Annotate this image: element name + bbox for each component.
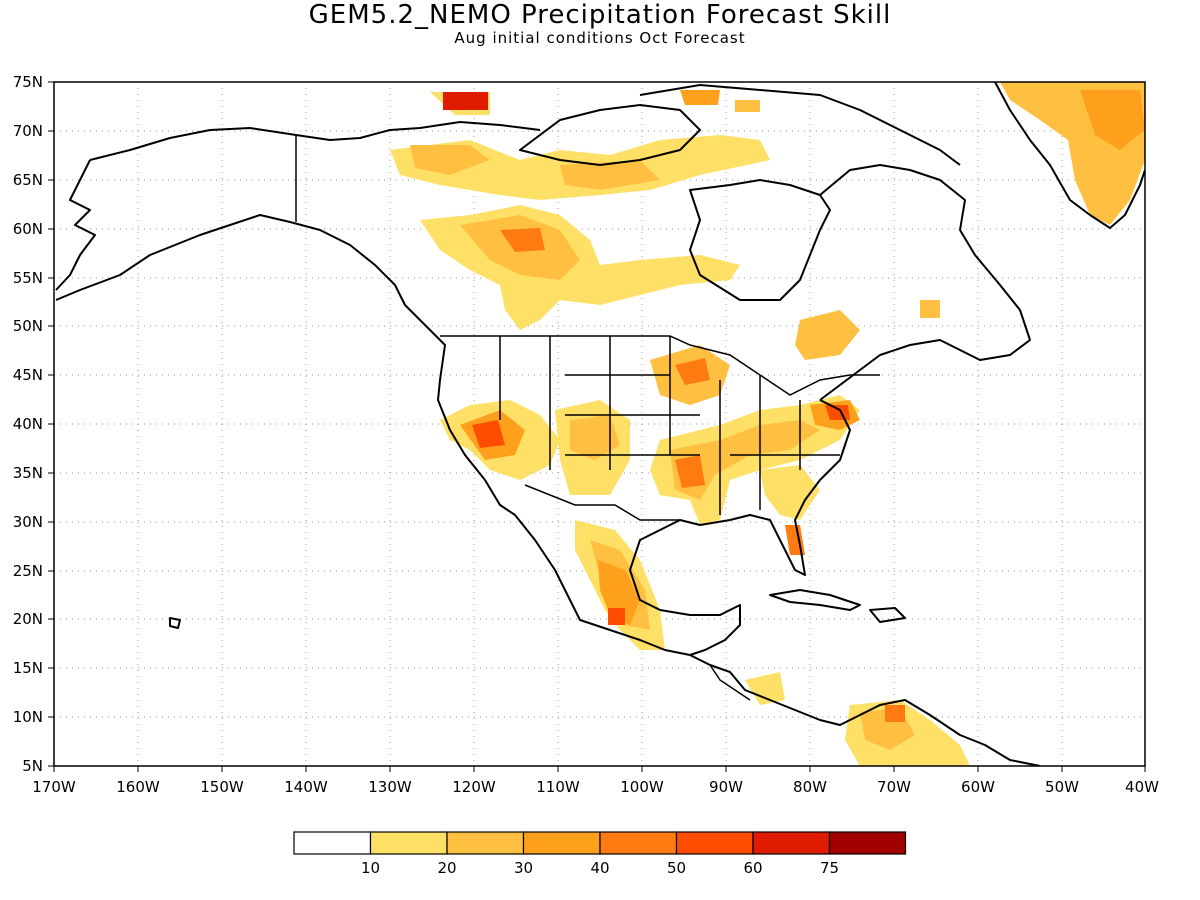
lat-label: 75N [13,73,43,91]
chart-title: GEM5.2_NEMO Precipitation Forecast Skill [308,0,892,30]
colorbar-swatch [752,831,831,855]
colorbar-label: 40 [590,859,609,877]
coast-alaska [55,214,1041,766]
border-us-mexico [524,484,680,521]
shade-ozarks-mid [670,420,820,500]
colorbar-label: 10 [361,859,380,877]
coastlines [55,82,1145,766]
lat-label: 5N [22,757,43,775]
colorbar: 10 20 30 40 50 60 75 [293,831,907,877]
shade-islands3 [735,100,760,112]
lon-label: 50W [1045,778,1079,796]
lon-label: 110W [536,778,580,796]
shade-ozarks-peak [675,455,705,488]
chart-subtitle: Aug initial conditions Oct Forecast [454,29,746,47]
colorbar-label: 60 [743,859,762,877]
colorbar-label: 75 [820,859,839,877]
shade-mexico-red [608,608,625,625]
colorbar-swatch [293,831,372,855]
shade-southwest-peak [472,420,505,448]
shade-venezuela-peak [885,705,905,722]
skill-shading [390,82,1145,766]
lat-label: 20N [13,610,43,628]
lon-label: 70W [877,778,911,796]
colorbar-swatch [828,831,907,855]
political-borders [295,135,880,701]
lon-label: 160W [116,778,160,796]
colorbar-swatch [446,831,525,855]
shade-islands2 [680,90,720,105]
shade-quebec [920,300,940,318]
border-central-america [709,664,751,701]
lon-label: 170W [32,778,76,796]
coast-greenland [994,82,1145,229]
coast-hudson [689,179,831,301]
coast-alaska-west [55,159,96,291]
shade-fourcorners-mid [570,415,620,460]
shade-southeast [760,465,820,520]
lat-label: 45N [13,366,43,384]
lat-label: 65N [13,171,43,189]
shade-canada-north-mid2 [560,160,660,190]
coast-arctic-islands [519,104,701,166]
colorbar-swatch [522,831,601,855]
lon-label: 130W [368,778,412,796]
shade-island-peak [443,92,488,110]
lon-label: 90W [709,778,743,796]
lat-label: 50N [13,317,43,335]
coast-hispaniola [869,607,906,623]
lon-labels: 170W 160W 150W 140W 130W 120W 110W 100W … [32,778,1159,796]
lat-label: 15N [13,659,43,677]
lat-labels: 5N 10N 15N 20N 25N 30N 35N 40N 45N 50N 5… [13,73,43,775]
coast-labrador [819,164,1031,401]
coast-cuba [769,589,861,611]
axis-ticks [48,81,1146,772]
lat-label: 40N [13,415,43,433]
coast-us-east [629,399,851,611]
colorbar-swatch [369,831,448,855]
lon-label: 140W [284,778,328,796]
shade-central-america [745,672,785,705]
lat-label: 60N [13,220,43,238]
shade-hudson-s [795,310,860,360]
shade-canada-north-mid [410,145,490,175]
shade-greenland-inner [1080,90,1145,150]
colorbar-label: 30 [514,859,533,877]
lat-label: 35N [13,464,43,482]
lat-label: 70N [13,122,43,140]
coast-yucatan [659,604,741,656]
lat-label: 25N [13,562,43,580]
coast-ellesmere [639,84,961,166]
lon-label: 80W [793,778,827,796]
border-states [499,336,840,515]
lon-label: 40W [1125,778,1159,796]
lon-label: 120W [452,778,496,796]
lon-label: 150W [200,778,244,796]
colorbar-label: 20 [437,859,456,877]
colorbar-label: 50 [667,859,686,877]
shade-canada-central-peak [500,228,545,252]
lat-label: 10N [13,708,43,726]
lon-label: 60W [961,778,995,796]
lat-label: 55N [13,269,43,287]
colorbar-swatch [599,831,678,855]
lat-label: 30N [13,513,43,531]
shade-midwest-peak [675,358,710,385]
coast-hawaii [169,617,181,629]
colorbar-swatch [675,831,754,855]
shade-florida [785,525,805,555]
coast-alaska-north [89,121,541,161]
lon-label: 100W [620,778,664,796]
